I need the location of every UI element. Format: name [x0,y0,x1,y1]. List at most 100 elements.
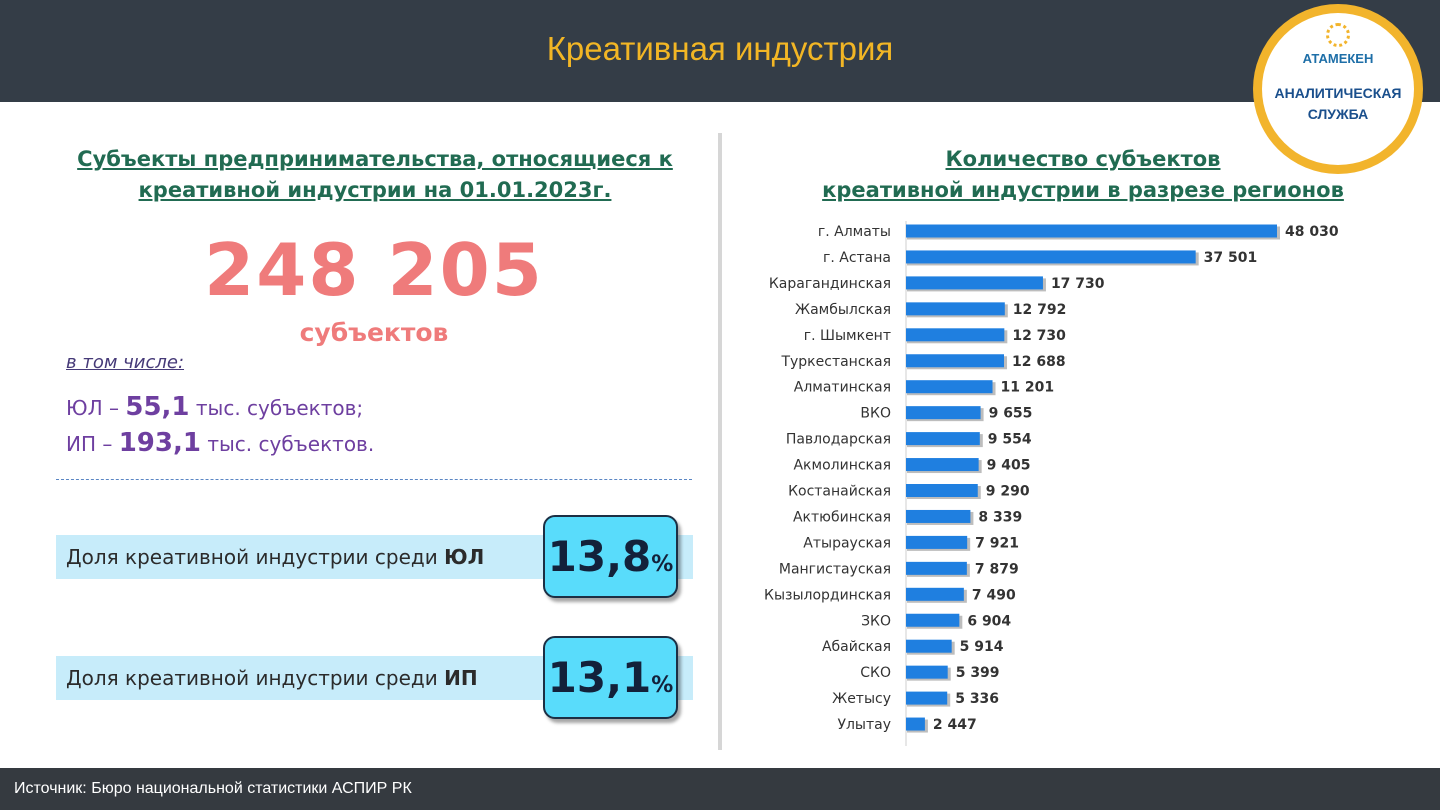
bar-value-label: 12 688 [1012,354,1066,370]
bar-value-label: 48 030 [1285,224,1339,240]
bar [906,276,1043,290]
bar-category-label: Жамбылская [795,302,891,318]
bar-value-label: 7 879 [975,561,1019,577]
logo-service-line1: АНАЛИТИЧЕСКАЯ [1274,85,1402,101]
bar-category-label: ЗКО [861,613,891,629]
total-count: 248 205 [204,228,544,312]
bar-value-label: 12 792 [1013,302,1067,318]
bar [906,328,1005,342]
bar-value-label: 8 339 [978,509,1022,525]
bar-value-label: 5 914 [960,639,1004,655]
logo-service: АНАЛИТИЧЕСКАЯ СЛУЖБА [1262,83,1414,125]
bar [906,406,981,420]
bar [906,250,1196,264]
bar [906,380,993,394]
share-unit-ip: % [651,673,674,698]
ul-line: ЮЛ – 55,1 тыс. субъектов; [66,392,363,422]
bar [906,691,948,705]
bar-category-label: ВКО [860,406,891,422]
dashed-divider [56,479,692,480]
bar [906,613,960,627]
bar [906,224,1277,238]
share-value-ip-box: 13,1% [543,636,678,719]
bar-value-label: 9 290 [986,484,1030,500]
atameken-logo: АТАМЕКЕН АНАЛИТИЧЕСКАЯ СЛУЖБА [1253,4,1423,174]
ip-suffix: тыс. субъектов. [207,432,375,456]
page-title: Креативная индустрия [546,30,894,67]
ul-suffix: тыс. субъектов; [195,396,364,420]
bar-category-label: г. Астана [823,250,891,266]
bar [906,432,980,446]
bar [906,458,979,472]
bar-category-label: Костанайская [788,484,891,500]
bar-category-label: Жетысу [832,691,891,707]
share-unit-ul: % [651,552,674,577]
bar [906,665,948,679]
bar-value-label: 6 904 [967,613,1011,629]
bar-category-label: Атырауская [803,535,891,551]
bar-value-label: 5 399 [956,665,1000,681]
share-value-ip: 13,1 [547,653,652,702]
bar-category-label: СКО [860,665,891,681]
share-label-ul: Доля креативной индустрии среди ЮЛ [66,545,484,569]
bar-value-label: 9 405 [987,458,1031,474]
left-heading-line1: Субъекты предпринимательства, относящиес… [77,147,673,171]
ip-line: ИП – 193,1 тыс. субъектов. [66,428,374,458]
bar-value-label: 9 554 [988,432,1032,448]
bar-category-label: Абайская [822,639,891,655]
left-heading: Субъекты предпринимательства, относящиес… [40,144,710,206]
bar [906,509,971,523]
chart-heading-line2: креативной индустрии в разрезе регионов [822,178,1344,202]
share-label-ip-text: Доля креативной индустрии среди [66,666,438,690]
bar-category-label: г. Алматы [818,224,891,240]
total-unit: субъектов [299,318,449,347]
bar [906,639,952,653]
logo-emblem-icon [1326,23,1350,47]
chart-heading-line1: Количество субъектов [945,147,1221,171]
header-bar: Креативная индустрия [0,0,1440,102]
bar-category-label: Туркестанская [780,354,891,370]
footer-bar: Источник: Бюро национальной статистики А… [0,768,1440,810]
source-note: Источник: Бюро национальной статистики А… [14,780,412,797]
bar-value-label: 7 921 [975,535,1019,551]
logo-name: АТАМЕКЕН [1302,51,1374,66]
bar-value-label: 5 336 [955,691,999,707]
share-label-ul-text: Доля креативной индустрии среди [66,545,438,569]
ip-prefix: ИП – [66,432,113,456]
share-label-ip: Доля креативной индустрии среди ИП [66,666,478,690]
ip-value: 193,1 [118,428,201,458]
bar-category-label: Актюбинская [793,509,891,525]
bar-category-label: Мангистауская [779,561,891,577]
bar [906,535,968,549]
bar-category-label: г. Шымкент [804,328,891,344]
bar [906,302,1005,316]
chart-heading: Количество субъектов креативной индустри… [748,144,1418,206]
bar-value-label: 12 730 [1012,328,1066,344]
bar [906,587,964,601]
bar-category-label: Алматинская [794,380,891,396]
regions-bar-chart: г. Алматы 48 030 г. Астана 37 501 Карагандин… [764,221,1339,746]
bar-category-label: Акмолинская [793,458,891,474]
vertical-divider [718,133,722,750]
bar [906,354,1005,368]
bar-value-label: 9 655 [989,406,1033,422]
bar-value-label: 17 730 [1051,276,1105,292]
share-label-ul-bold: ЮЛ [444,545,485,569]
bar-value-label: 37 501 [1204,250,1258,266]
bar [906,484,978,497]
bar-category-label: Павлодарская [786,432,891,448]
ul-prefix: ЮЛ – [66,396,119,420]
bar-category-label: Улытау [837,717,891,733]
share-label-ip-bold: ИП [444,666,478,690]
including-label: в том числе: [66,352,185,373]
logo-service-line2: СЛУЖБА [1307,106,1369,122]
bar-value-label: 2 447 [933,717,977,733]
share-value-ul: 13,8 [547,532,652,581]
bar-value-label: 11 201 [1001,380,1055,396]
share-value-ul-box: 13,8% [543,515,678,598]
bar-category-label: Карагандинская [769,276,891,292]
logo-inner: АТАМЕКЕН АНАЛИТИЧЕСКАЯ СЛУЖБА [1262,13,1414,165]
bar [906,717,925,731]
left-heading-line2: креативной индустрии на 01.01.2023г. [138,178,612,202]
ul-value: 55,1 [125,392,190,422]
